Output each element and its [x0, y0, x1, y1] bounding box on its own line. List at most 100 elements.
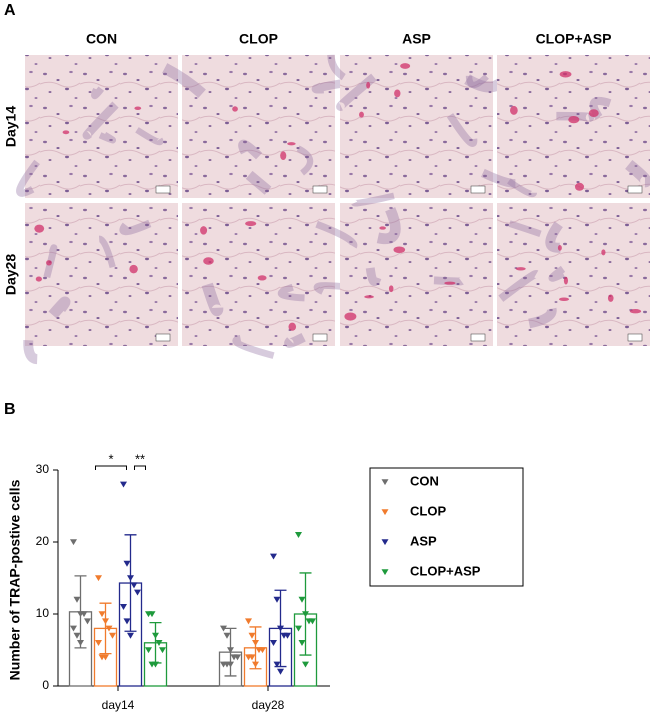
trap-stain	[359, 111, 364, 118]
data-point	[102, 618, 109, 625]
data-point	[120, 481, 127, 488]
data-point	[277, 625, 284, 632]
panel-label: B	[4, 401, 16, 418]
y-tick-label: 20	[36, 534, 50, 548]
trap-stain	[288, 322, 297, 331]
tissue-band	[545, 221, 563, 253]
legend-marker	[381, 539, 389, 546]
scale-bar	[627, 185, 643, 194]
legend-label: CLOP	[410, 503, 446, 518]
tissue-band	[23, 339, 38, 365]
y-tick-label: 10	[36, 606, 50, 620]
trap-stain	[203, 257, 214, 265]
data-point	[127, 632, 134, 639]
histology-image	[340, 55, 493, 198]
histology-image	[340, 203, 493, 346]
significance-label: *	[108, 451, 113, 466]
data-point	[159, 647, 166, 654]
legend-label: CON	[410, 473, 439, 488]
significance-bracket	[95, 465, 127, 470]
scale-bar	[155, 333, 171, 342]
data-point	[273, 596, 281, 603]
trap-stain	[574, 182, 585, 191]
trap-stain	[588, 109, 599, 117]
data-point	[227, 661, 234, 668]
column-label: ASP	[402, 31, 431, 47]
trap-stain	[62, 130, 70, 135]
data-point	[270, 553, 277, 560]
data-point	[298, 640, 306, 646]
data-point	[245, 618, 252, 625]
data-point	[295, 625, 302, 632]
tissue-band	[48, 296, 71, 319]
data-point	[227, 647, 234, 654]
tissue-band	[311, 78, 346, 94]
scale-bar	[470, 185, 486, 194]
legend-label: CLOP+ASP	[410, 563, 481, 578]
tissue-band	[16, 159, 40, 197]
data-point	[155, 640, 163, 646]
tissue-band	[376, 207, 401, 245]
tissue-band	[327, 54, 346, 81]
tissue-band	[162, 63, 206, 98]
error-bar	[99, 602, 112, 655]
y-axis-label: Number of TRAP-postive cells	[7, 479, 23, 680]
data-point	[105, 625, 113, 632]
y-tick-label: 0	[42, 678, 49, 692]
tissue-band	[245, 170, 272, 195]
data-point	[252, 640, 259, 646]
tissue-band	[433, 276, 464, 286]
scale-bar	[627, 333, 643, 342]
trap-stain	[568, 115, 580, 124]
data-point	[295, 532, 302, 538]
tissue-band	[91, 86, 105, 100]
data-point	[127, 575, 134, 582]
tissue-band	[507, 178, 537, 198]
data-point	[277, 668, 284, 675]
trap-stain	[134, 106, 142, 110]
tissue-band	[315, 220, 358, 249]
legend-box	[369, 467, 524, 587]
tissue-band	[296, 145, 314, 176]
trap-stain	[344, 312, 357, 321]
data-point	[248, 632, 256, 639]
data-point	[302, 661, 309, 668]
trap-stain	[400, 63, 411, 69]
trap-stain	[393, 246, 406, 254]
trap-stain	[607, 294, 614, 302]
trap-stain	[444, 281, 456, 285]
legend-marker	[381, 509, 389, 516]
trap-stain	[394, 89, 401, 98]
data-point	[73, 596, 81, 603]
trap-stain	[388, 285, 394, 293]
tissue-band	[313, 282, 341, 295]
scale-bar	[470, 333, 486, 342]
error-bar	[124, 534, 137, 632]
data-point	[84, 618, 91, 625]
histology-image	[497, 55, 650, 198]
tissue-band	[556, 111, 595, 123]
trap-stain	[366, 81, 371, 89]
data-point	[123, 560, 131, 567]
data-point	[152, 632, 159, 639]
data-point	[152, 661, 159, 668]
tissue-band	[238, 139, 263, 160]
data-point	[273, 661, 281, 668]
data-point	[70, 539, 77, 546]
histology-image	[25, 55, 178, 198]
histology-image	[182, 203, 335, 346]
legend-label: ASP	[410, 533, 437, 548]
data-point	[148, 611, 156, 618]
trap-stain	[200, 226, 208, 235]
data-point	[77, 640, 84, 646]
histology-image	[497, 203, 650, 346]
data-point	[252, 661, 259, 668]
column-label: CLOP	[239, 31, 278, 47]
data-point	[234, 654, 241, 661]
column-label: CON	[86, 31, 117, 47]
trap-stain	[558, 297, 570, 301]
tissue-band	[498, 269, 541, 302]
scale-bar	[312, 185, 328, 194]
trap-stain	[559, 71, 572, 78]
trap-stain	[46, 260, 52, 266]
